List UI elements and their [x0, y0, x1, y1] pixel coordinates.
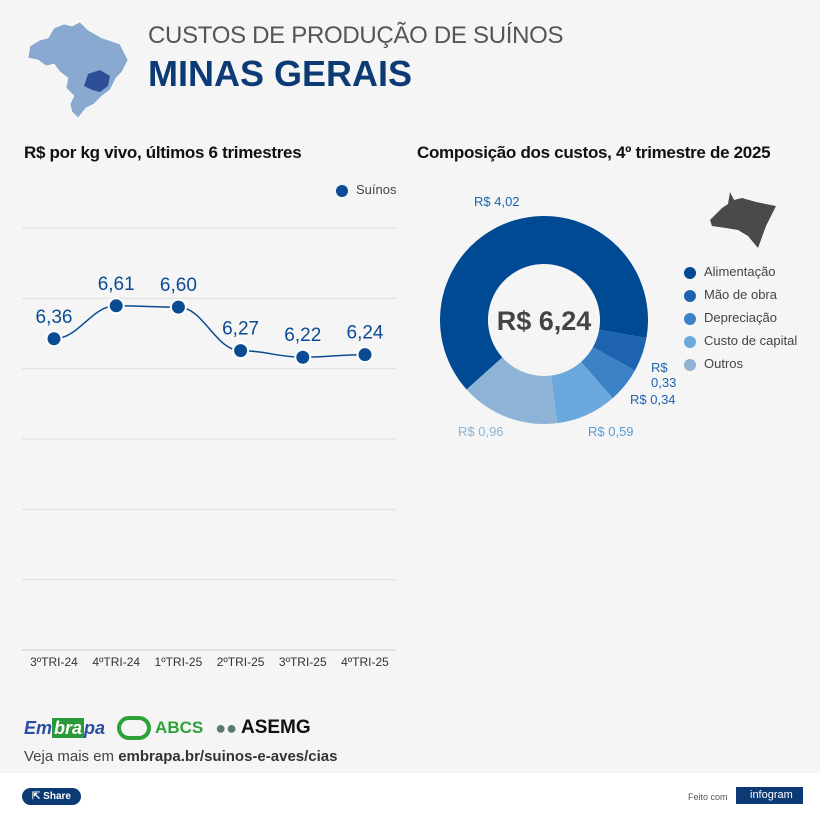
donut-slice: [466, 357, 558, 424]
donut-chart: R$ 6,24: [440, 216, 648, 424]
made-with-label: Feito com: [688, 792, 728, 802]
x-tick-label: 3ºTRI-24: [30, 655, 78, 669]
x-tick-label: 4ºTRI-25: [341, 655, 389, 669]
infographic-card: 6,36 3ºTRI-24 6,61 4ºTRI-24 6,60 1ºTRI-25 6,27…: [22, 21, 798, 765]
x-tick-label: 3ºTRI-25: [279, 655, 327, 669]
donut-chart-title: Composição dos custos, 4º trimestre de 2…: [417, 143, 771, 162]
legend-label: Mão de obra: [704, 287, 777, 302]
page-title: MINAS GERAIS: [148, 53, 413, 94]
link-prefix: Veja mais em: [24, 748, 119, 765]
legend-dot: [684, 266, 696, 279]
data-label: 6,24: [347, 323, 384, 344]
data-point: [107, 297, 125, 315]
share-button[interactable]: ⇱ Share: [22, 788, 81, 805]
data-point: [45, 330, 63, 348]
data-point: [169, 298, 187, 316]
slice-label: R$ 0,34: [630, 392, 676, 407]
footer-link: Veja mais em embrapa.br/suinos-e-aves/ci…: [24, 748, 337, 765]
partner-logos: Em bra pa ABCS ●● ASEMG: [24, 716, 311, 740]
line-legend: Suínos: [336, 182, 396, 197]
donut-slice: [551, 362, 613, 424]
donut-center-label: R$ 6,24: [497, 306, 592, 336]
legend-label: Suínos: [356, 182, 397, 197]
website-link[interactable]: embrapa.br/suinos-e-aves/cias: [118, 748, 338, 765]
data-label: 6,60: [160, 275, 197, 296]
line-chart-title: R$ por kg vivo, últimos 6 trimestres: [24, 143, 302, 162]
slice-label: R$ 0,59: [588, 424, 634, 439]
x-tick-label: 2ºTRI-25: [217, 655, 265, 669]
asemg-logo: ●● ASEMG: [215, 717, 311, 738]
slice-label: R$ 4,02: [474, 194, 520, 209]
data-label: 6,36: [36, 307, 73, 328]
infogram-link[interactable]: infogram: [736, 787, 803, 804]
legend-item: Depreciação: [684, 310, 797, 333]
legend-label: Alimentação: [704, 264, 776, 279]
legend-item: Mão de obra: [684, 287, 797, 310]
donut-legend: Alimentação Mão de obra Depreciação Custo d…: [684, 264, 797, 379]
legend-label: Outros: [704, 356, 744, 371]
legend-item: Custo de capital: [684, 333, 797, 356]
legend-dot: [684, 312, 696, 325]
data-point: [232, 342, 250, 360]
slice-label: R$ 0,96: [458, 424, 504, 439]
abcs-logo: ABCS: [117, 716, 203, 740]
legend-dot: [684, 358, 696, 371]
legend-dot: [684, 335, 696, 348]
donut-slice: [592, 329, 647, 371]
data-point: [294, 348, 312, 366]
legend-dot: [336, 184, 348, 197]
line-chart: 6,36 3ºTRI-24 6,61 4ºTRI-24 6,60 1ºTRI-25 6,27…: [22, 227, 396, 669]
legend-item: Outros: [684, 356, 797, 379]
pig-head-icon: [710, 192, 776, 248]
subtitle: CUSTOS DE PRODUÇÃO DE SUÍNOS: [148, 22, 564, 49]
x-tick-label: 4ºTRI-24: [92, 655, 140, 669]
donut-slice: [440, 216, 648, 390]
legend-item: Alimentação: [684, 264, 797, 287]
brazil-map-icon: [27, 21, 129, 119]
data-point: [356, 346, 374, 364]
data-label: 6,22: [284, 325, 321, 346]
data-label: 6,27: [222, 319, 259, 340]
share-icon: ⇱: [32, 791, 44, 802]
x-tick-label: 1ºTRI-25: [155, 655, 203, 669]
legend-label: Custo de capital: [704, 333, 798, 348]
slice-label: R$ 0,33: [651, 360, 677, 390]
share-label: Share: [43, 791, 71, 802]
donut-slice: [580, 347, 635, 399]
legend-label: Depreciação: [704, 310, 777, 325]
legend-dot: [684, 289, 696, 302]
data-label: 6,61: [98, 274, 135, 295]
embrapa-logo: Em bra pa: [24, 717, 106, 738]
